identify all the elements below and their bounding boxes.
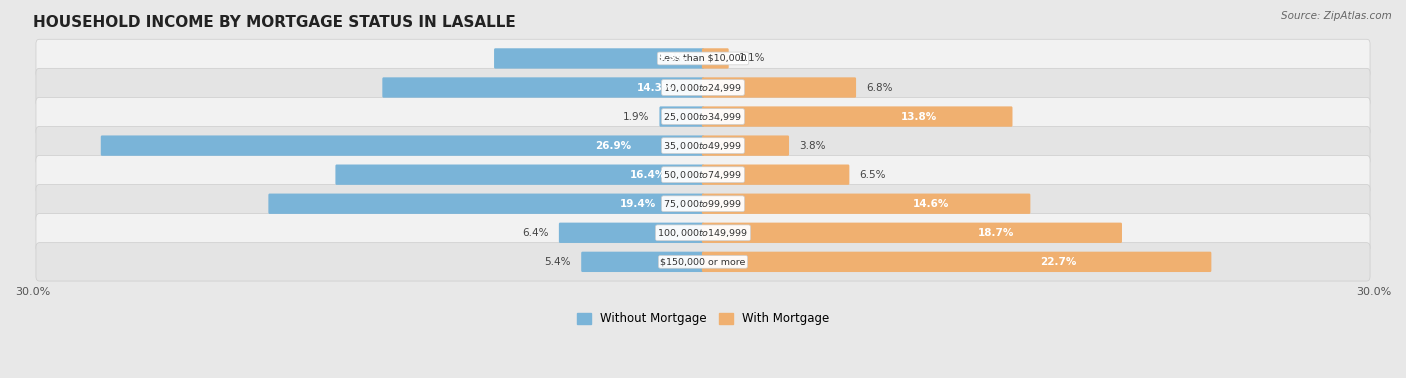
Text: 14.3%: 14.3%	[637, 82, 673, 93]
Text: Less than $10,000: Less than $10,000	[659, 54, 747, 63]
FancyBboxPatch shape	[702, 252, 1212, 272]
Text: $35,000 to $49,999: $35,000 to $49,999	[664, 139, 742, 152]
Text: 9.3%: 9.3%	[658, 53, 686, 64]
Text: $25,000 to $34,999: $25,000 to $34,999	[664, 110, 742, 122]
Text: 6.5%: 6.5%	[859, 170, 886, 180]
FancyBboxPatch shape	[37, 243, 1369, 281]
Text: 1.9%: 1.9%	[623, 112, 650, 122]
FancyBboxPatch shape	[37, 127, 1369, 165]
Text: 6.8%: 6.8%	[866, 82, 893, 93]
Text: 1.1%: 1.1%	[738, 53, 765, 64]
FancyBboxPatch shape	[702, 106, 1012, 127]
FancyBboxPatch shape	[558, 223, 704, 243]
Text: 18.7%: 18.7%	[977, 228, 1014, 238]
Text: $150,000 or more: $150,000 or more	[661, 257, 745, 266]
Legend: Without Mortgage, With Mortgage: Without Mortgage, With Mortgage	[572, 308, 834, 330]
FancyBboxPatch shape	[101, 135, 704, 156]
FancyBboxPatch shape	[659, 106, 704, 127]
Text: $75,000 to $99,999: $75,000 to $99,999	[664, 198, 742, 210]
Text: 5.4%: 5.4%	[544, 257, 571, 267]
Text: 6.4%: 6.4%	[522, 228, 548, 238]
Text: $50,000 to $74,999: $50,000 to $74,999	[664, 169, 742, 181]
FancyBboxPatch shape	[382, 77, 704, 98]
Text: 14.6%: 14.6%	[912, 199, 949, 209]
FancyBboxPatch shape	[494, 48, 704, 69]
FancyBboxPatch shape	[37, 39, 1369, 77]
FancyBboxPatch shape	[702, 48, 728, 69]
FancyBboxPatch shape	[702, 223, 1122, 243]
Text: 16.4%: 16.4%	[630, 170, 666, 180]
FancyBboxPatch shape	[581, 252, 704, 272]
FancyBboxPatch shape	[269, 194, 704, 214]
Text: 3.8%: 3.8%	[799, 141, 825, 150]
Text: 26.9%: 26.9%	[595, 141, 631, 150]
Text: 13.8%: 13.8%	[901, 112, 936, 122]
Text: 22.7%: 22.7%	[1040, 257, 1076, 267]
Text: $10,000 to $24,999: $10,000 to $24,999	[664, 82, 742, 93]
FancyBboxPatch shape	[37, 155, 1369, 194]
FancyBboxPatch shape	[702, 164, 849, 185]
Text: Source: ZipAtlas.com: Source: ZipAtlas.com	[1281, 11, 1392, 21]
FancyBboxPatch shape	[336, 164, 704, 185]
Text: 19.4%: 19.4%	[620, 199, 657, 209]
Text: $100,000 to $149,999: $100,000 to $149,999	[658, 227, 748, 239]
Text: HOUSEHOLD INCOME BY MORTGAGE STATUS IN LASALLE: HOUSEHOLD INCOME BY MORTGAGE STATUS IN L…	[32, 15, 516, 30]
FancyBboxPatch shape	[702, 77, 856, 98]
FancyBboxPatch shape	[37, 184, 1369, 223]
FancyBboxPatch shape	[702, 135, 789, 156]
FancyBboxPatch shape	[37, 98, 1369, 136]
FancyBboxPatch shape	[702, 194, 1031, 214]
FancyBboxPatch shape	[37, 68, 1369, 107]
FancyBboxPatch shape	[37, 214, 1369, 252]
